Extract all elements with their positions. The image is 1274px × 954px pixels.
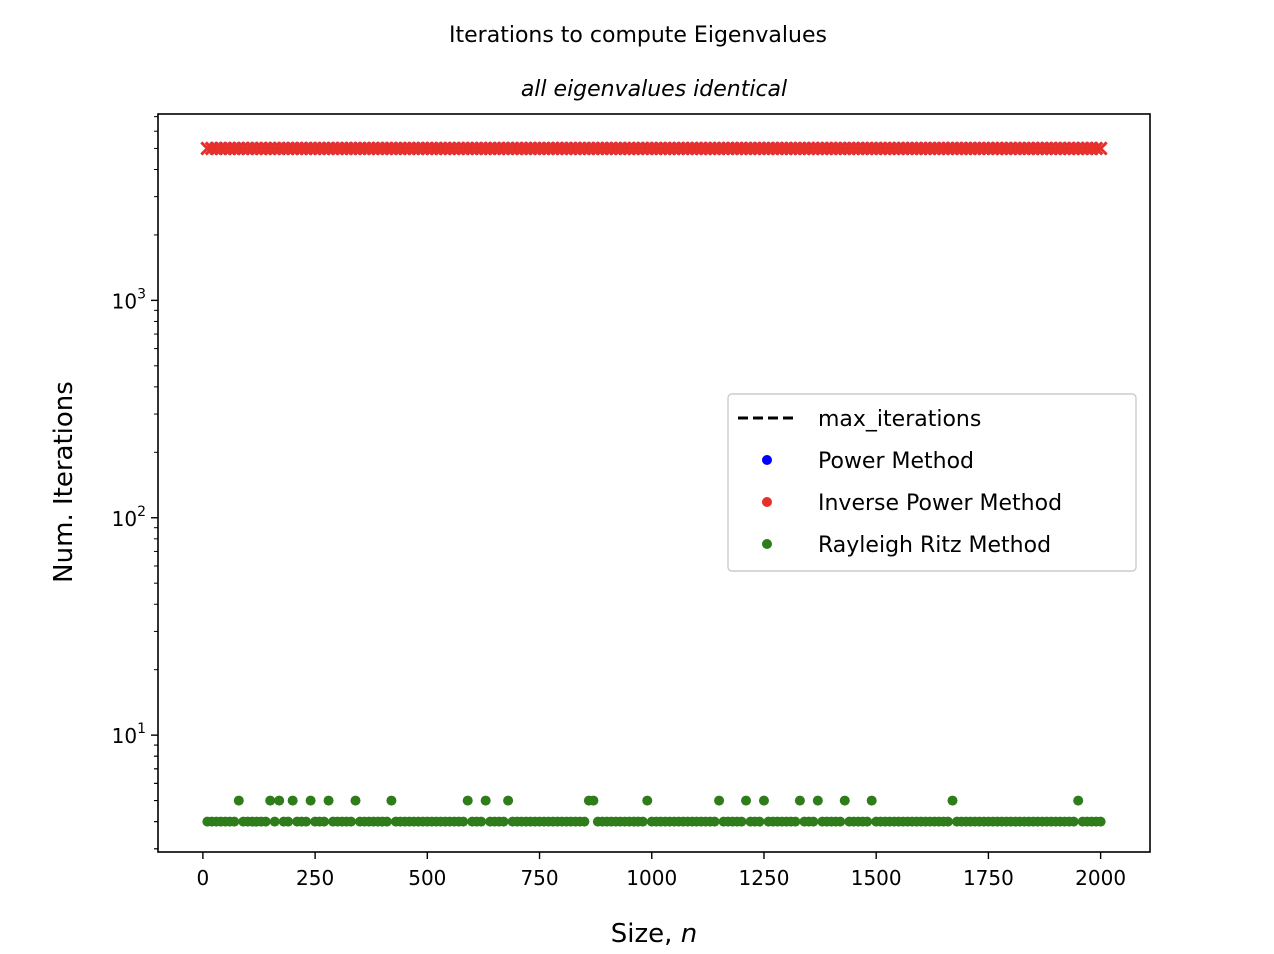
rayleigh-ritz-point [323, 795, 334, 806]
legend-label: Inverse Power Method [818, 491, 1062, 516]
rayleigh-ritz-point [1095, 816, 1106, 827]
y-axis-label: Num. Iterations [49, 381, 79, 583]
rayleigh-ritz-point [346, 816, 357, 827]
rayleigh-ritz-point [319, 816, 330, 827]
rayleigh-ritz-point [808, 816, 819, 827]
rayleigh-ritz-point [588, 795, 599, 806]
legend-marker [762, 497, 772, 507]
axes: 0 250 500 750 1000 1250 1500 1750 2000 101 102 103 [112, 113, 1151, 890]
rayleigh-ritz-point [476, 816, 487, 827]
rayleigh-ritz-point [381, 816, 392, 827]
rayleigh-ritz-point [866, 795, 877, 806]
inverse-power-method-point [1089, 141, 1104, 156]
x-tick-label: 1750 [963, 866, 1014, 890]
rayleigh-ritz-point [812, 795, 823, 806]
rayleigh-ritz-point [709, 816, 720, 827]
legend-box [727, 393, 1137, 572]
x-axis-label-text: Size, [611, 919, 681, 949]
rayleigh-ritz-point [498, 816, 509, 827]
rayleigh-ritz-point [758, 795, 769, 806]
x-tick-label: 1000 [626, 866, 677, 890]
plot-marks [200, 141, 1108, 827]
rayleigh-ritz-point [229, 816, 240, 827]
x-tick-label: 1250 [739, 866, 790, 890]
rayleigh-ritz-point [283, 816, 294, 827]
chart-title: Iterations to compute Eigenvalues [449, 23, 827, 48]
rayleigh-ritz-point [287, 795, 298, 806]
x-tick-label: 250 [296, 866, 334, 890]
rayleigh-ritz-point [274, 795, 285, 806]
x-axis-label: Size, n [611, 919, 697, 949]
rayleigh-ritz-point [642, 795, 653, 806]
rayleigh-ritz-point [269, 816, 280, 827]
rayleigh-ritz-point [1073, 795, 1084, 806]
legend-label: Rayleigh Ritz Method [818, 533, 1051, 558]
rayleigh-ritz-point [233, 795, 244, 806]
y-tick-label: 103 [112, 286, 146, 313]
rayleigh-ritz-point [386, 795, 397, 806]
rayleigh-ritz-point [350, 795, 361, 806]
rayleigh-ritz-point [480, 795, 491, 806]
rayleigh-ritz-point [579, 816, 590, 827]
x-tick-label: 750 [520, 866, 558, 890]
rayleigh-ritz-point [1068, 816, 1079, 827]
rayleigh-ritz-point [736, 816, 747, 827]
inverse-power-method-point [1093, 141, 1108, 156]
chart-subtitle: all eigenvalues identical [521, 77, 787, 102]
x-tick-label: 500 [408, 866, 446, 890]
rayleigh-ritz-point [839, 795, 850, 806]
rayleigh-ritz-point [943, 816, 954, 827]
x-tick-label: 1500 [851, 866, 902, 890]
rayleigh-ritz-point [862, 816, 873, 827]
rayleigh-ritz-point [741, 795, 752, 806]
x-tick-label: 0 [197, 866, 210, 890]
legend-label: max_iterations [818, 407, 981, 432]
rayleigh-ritz-point [637, 816, 648, 827]
rayleigh-ritz-point [305, 795, 316, 806]
rayleigh-ritz-point [301, 816, 312, 827]
rayleigh-ritz-point [794, 795, 805, 806]
rayleigh-ritz-point [260, 816, 271, 827]
rayleigh-ritz-point [503, 795, 514, 806]
rayleigh-ritz-point [947, 795, 958, 806]
legend: max_iterations Power Method Inverse Power … [727, 393, 1137, 572]
rayleigh-ritz-point [754, 816, 765, 827]
x-axis-label-italic: n [681, 919, 697, 949]
rayleigh-ritz-point [462, 795, 473, 806]
plot-frame [157, 113, 1151, 853]
legend-marker [762, 539, 772, 549]
legend-marker [762, 455, 772, 465]
rayleigh-ritz-point [835, 816, 846, 827]
rayleigh-ritz-point [265, 795, 276, 806]
y-tick-label: 101 [112, 721, 146, 748]
rayleigh-ritz-point [790, 816, 801, 827]
rayleigh-ritz-point [714, 795, 725, 806]
rayleigh-ritz-point [458, 816, 469, 827]
legend-label: Power Method [818, 449, 974, 474]
y-tick-label: 102 [112, 504, 146, 531]
x-tick-label: 2000 [1075, 866, 1126, 890]
